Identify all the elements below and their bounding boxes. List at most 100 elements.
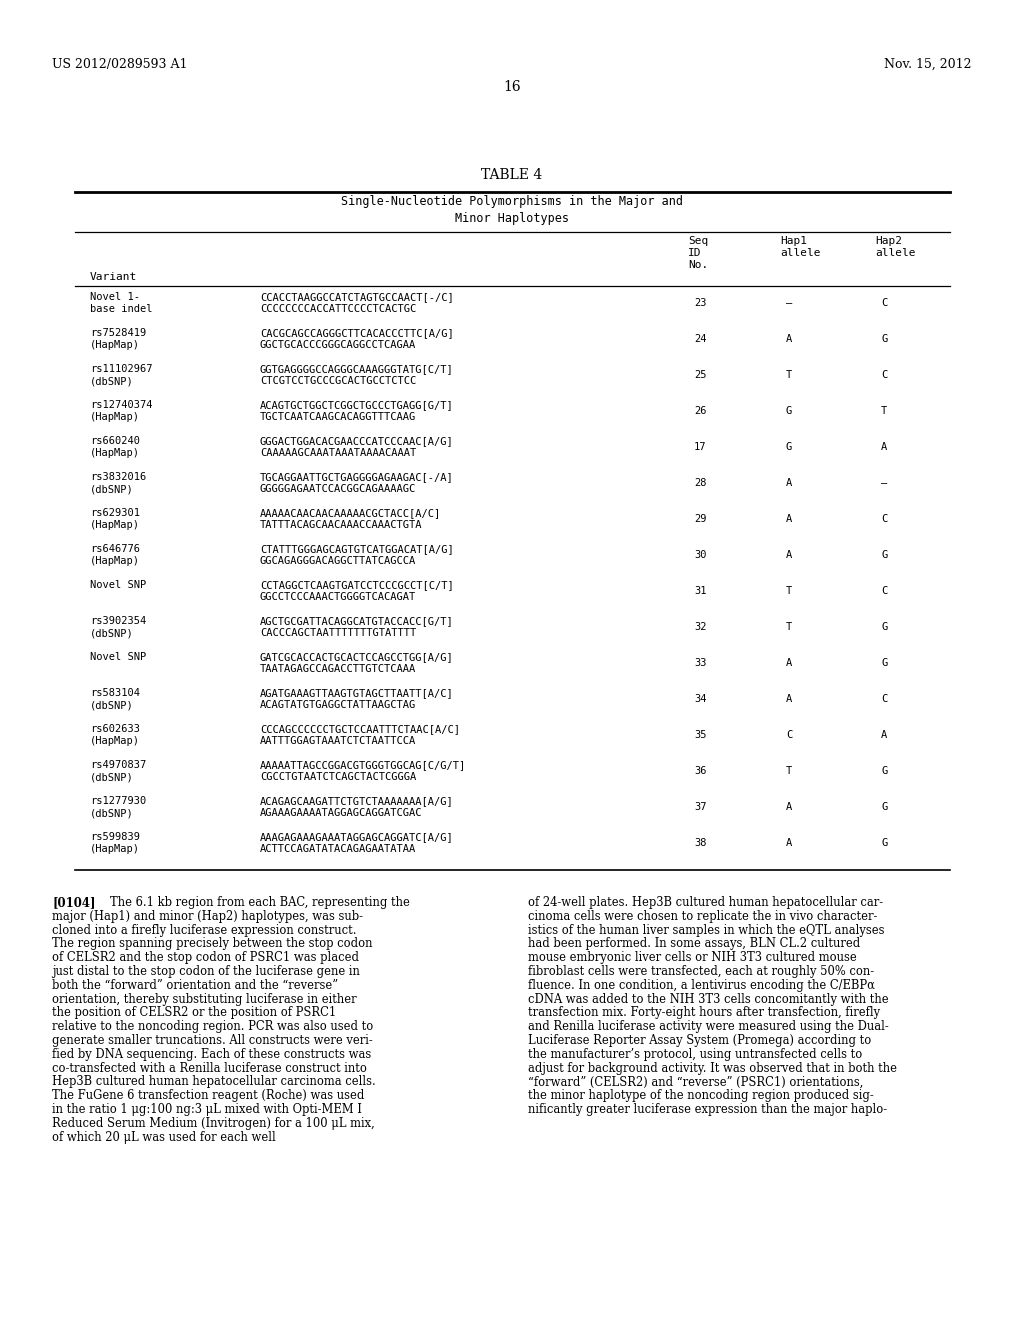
Text: in the ratio 1 μg:100 ng:3 μL mixed with Opti-MEM I: in the ratio 1 μg:100 ng:3 μL mixed with… (52, 1104, 361, 1115)
Text: (HapMap): (HapMap) (90, 737, 140, 746)
Text: Hap1: Hap1 (780, 236, 807, 246)
Text: rs629301: rs629301 (90, 508, 140, 517)
Text: AGCTGCGATTACAGGCATGTACCACC[G/T]: AGCTGCGATTACAGGCATGTACCACC[G/T] (260, 616, 454, 626)
Text: AAAGAGAAAGAAATAGGAGCAGGATC[A/G]: AAAGAGAAAGAAATAGGAGCAGGATC[A/G] (260, 832, 454, 842)
Text: The region spanning precisely between the stop codon: The region spanning precisely between th… (52, 937, 373, 950)
Text: 36: 36 (694, 766, 707, 776)
Text: “forward” (CELSR2) and “reverse” (PSRC1) orientations,: “forward” (CELSR2) and “reverse” (PSRC1)… (528, 1076, 863, 1089)
Text: A: A (786, 694, 793, 704)
Text: G: G (786, 442, 793, 451)
Text: (HapMap): (HapMap) (90, 341, 140, 350)
Text: rs7528419: rs7528419 (90, 327, 146, 338)
Text: (HapMap): (HapMap) (90, 520, 140, 531)
Text: The 6.1 kb region from each BAC, representing the: The 6.1 kb region from each BAC, represe… (110, 896, 410, 909)
Text: 32: 32 (694, 622, 707, 632)
Text: rs4970837: rs4970837 (90, 760, 146, 770)
Text: GGCCTCCCAAACTGGGGTCACAGAT: GGCCTCCCAAACTGGGGTCACAGAT (260, 591, 416, 602)
Text: cDNA was added to the NIH 3T3 cells concomitantly with the: cDNA was added to the NIH 3T3 cells conc… (528, 993, 889, 1006)
Text: Hap2: Hap2 (874, 236, 902, 246)
Text: A: A (881, 730, 887, 741)
Text: TGCAGGAATTGCTGAGGGGAGAAGAC[-/A]: TGCAGGAATTGCTGAGGGGAGAAGAC[-/A] (260, 473, 454, 482)
Text: major (Hap1) and minor (Hap2) haplotypes, was sub-: major (Hap1) and minor (Hap2) haplotypes… (52, 909, 362, 923)
Text: A: A (786, 513, 793, 524)
Text: CTCGTCCTGCCCGCACTGCCTCTCC: CTCGTCCTGCCCGCACTGCCTCTCC (260, 376, 416, 385)
Text: rs3832016: rs3832016 (90, 473, 146, 482)
Text: rs602633: rs602633 (90, 723, 140, 734)
Text: Novel 1-: Novel 1- (90, 292, 140, 302)
Text: transfection mix. Forty-eight hours after transfection, firefly: transfection mix. Forty-eight hours afte… (528, 1006, 880, 1019)
Text: A: A (786, 478, 793, 488)
Text: of which 20 μL was used for each well: of which 20 μL was used for each well (52, 1131, 275, 1143)
Text: just distal to the stop codon of the luciferase gene in: just distal to the stop codon of the luc… (52, 965, 359, 978)
Text: 31: 31 (694, 586, 707, 597)
Text: rs11102967: rs11102967 (90, 364, 153, 374)
Text: GATCGCACCACTGCACTCCAGCCTGG[A/G]: GATCGCACCACTGCACTCCAGCCTGG[A/G] (260, 652, 454, 663)
Text: 23: 23 (694, 298, 707, 308)
Text: fluence. In one condition, a lentivirus encoding the C/EBPα: fluence. In one condition, a lentivirus … (528, 979, 874, 991)
Text: G: G (786, 407, 793, 416)
Text: (dbSNP): (dbSNP) (90, 376, 134, 385)
Text: Luciferase Reporter Assay System (Promega) according to: Luciferase Reporter Assay System (Promeg… (528, 1034, 871, 1047)
Text: istics of the human liver samples in which the eQTL analyses: istics of the human liver samples in whi… (528, 924, 885, 937)
Text: Single-Nucleotide Polymorphisms in the Major and: Single-Nucleotide Polymorphisms in the M… (341, 195, 683, 209)
Text: ACAGTGCTGGCTCGGCTGCCCTGAGG[G/T]: ACAGTGCTGGCTCGGCTGCCCTGAGG[G/T] (260, 400, 454, 411)
Text: G: G (881, 838, 887, 847)
Text: C: C (881, 694, 887, 704)
Text: Seq: Seq (688, 236, 709, 246)
Text: nificantly greater luciferase expression than the major haplo-: nificantly greater luciferase expression… (528, 1104, 887, 1115)
Text: CTATTTGGGAGCAGTGTCATGGACAT[A/G]: CTATTTGGGAGCAGTGTCATGGACAT[A/G] (260, 544, 454, 554)
Text: A: A (881, 442, 887, 451)
Text: the position of CELSR2 or the position of PSRC1: the position of CELSR2 or the position o… (52, 1006, 336, 1019)
Text: 16: 16 (503, 81, 521, 94)
Text: T: T (786, 586, 793, 597)
Text: orientation, thereby substituting luciferase in either: orientation, thereby substituting lucife… (52, 993, 356, 1006)
Text: the minor haplotype of the noncoding region produced sig-: the minor haplotype of the noncoding reg… (528, 1089, 873, 1102)
Text: TGCTCAATCAAGCACAGGTTTCAAG: TGCTCAATCAAGCACAGGTTTCAAG (260, 412, 416, 422)
Text: relative to the noncoding region. PCR was also used to: relative to the noncoding region. PCR wa… (52, 1020, 374, 1034)
Text: (HapMap): (HapMap) (90, 556, 140, 566)
Text: —: — (786, 298, 793, 308)
Text: C: C (786, 730, 793, 741)
Text: The FuGene 6 transfection reagent (Roche) was used: The FuGene 6 transfection reagent (Roche… (52, 1089, 365, 1102)
Text: base indel: base indel (90, 304, 153, 314)
Text: cinoma cells were chosen to replicate the in vivo character-: cinoma cells were chosen to replicate th… (528, 909, 878, 923)
Text: 34: 34 (694, 694, 707, 704)
Text: of CELSR2 and the stop codon of PSRC1 was placed: of CELSR2 and the stop codon of PSRC1 wa… (52, 952, 359, 964)
Text: CCCCCCCCACCATTCCCCTCACTGC: CCCCCCCCACCATTCCCCTCACTGC (260, 304, 416, 314)
Text: GGTGAGGGGCCAGGGCAAAGGGTATG[C/T]: GGTGAGGGGCCAGGGCAAAGGGTATG[C/T] (260, 364, 454, 374)
Text: G: G (881, 334, 887, 345)
Text: (dbSNP): (dbSNP) (90, 808, 134, 818)
Text: ACTTCCAGATATACAGAGAATATAA: ACTTCCAGATATACAGAGAATATAA (260, 843, 416, 854)
Text: Hep3B cultured human hepatocellular carcinoma cells.: Hep3B cultured human hepatocellular carc… (52, 1076, 376, 1089)
Text: CACCCAGCTAATTTTTTTGTATTTT: CACCCAGCTAATTTTTTTGTATTTT (260, 628, 416, 638)
Text: 37: 37 (694, 803, 707, 812)
Text: AATTTGGAGTAAATCTCTAATTCCA: AATTTGGAGTAAATCTCTAATTCCA (260, 737, 416, 746)
Text: CCTAGGCTCAAGTGATCCTCCCGCCT[C/T]: CCTAGGCTCAAGTGATCCTCCCGCCT[C/T] (260, 579, 454, 590)
Text: mouse embryonic liver cells or NIH 3T3 cultured mouse: mouse embryonic liver cells or NIH 3T3 c… (528, 952, 857, 964)
Text: C: C (881, 586, 887, 597)
Text: A: A (786, 657, 793, 668)
Text: G: G (881, 803, 887, 812)
Text: of 24-well plates. Hep3B cultured human hepatocellular car-: of 24-well plates. Hep3B cultured human … (528, 896, 883, 909)
Text: 24: 24 (694, 334, 707, 345)
Text: (HapMap): (HapMap) (90, 412, 140, 422)
Text: ACAGTATGTGAGGCTATTAAGCTAG: ACAGTATGTGAGGCTATTAAGCTAG (260, 700, 416, 710)
Text: CCCAGCCCCCCTGCTCCAATTTCTAAC[A/C]: CCCAGCCCCCCTGCTCCAATTTCTAAC[A/C] (260, 723, 460, 734)
Text: [0104]: [0104] (52, 896, 95, 909)
Text: G: G (881, 766, 887, 776)
Text: AGATGAAAGTTAAGTGTAGCTTAATT[A/C]: AGATGAAAGTTAAGTGTAGCTTAATT[A/C] (260, 688, 454, 698)
Text: and Renilla luciferase activity were measured using the Dual-: and Renilla luciferase activity were mea… (528, 1020, 889, 1034)
Text: CACGCAGCCAGGGCTTCACACCCTTC[A/G]: CACGCAGCCAGGGCTTCACACCCTTC[A/G] (260, 327, 454, 338)
Text: 26: 26 (694, 407, 707, 416)
Text: rs3902354: rs3902354 (90, 616, 146, 626)
Text: both the “forward” orientation and the “reverse”: both the “forward” orientation and the “… (52, 979, 338, 991)
Text: (dbSNP): (dbSNP) (90, 484, 134, 494)
Text: 33: 33 (694, 657, 707, 668)
Text: (dbSNP): (dbSNP) (90, 628, 134, 638)
Text: T: T (786, 622, 793, 632)
Text: US 2012/0289593 A1: US 2012/0289593 A1 (52, 58, 187, 71)
Text: GGCTGCACCCGGGCAGGCCTCAGAA: GGCTGCACCCGGGCAGGCCTCAGAA (260, 341, 416, 350)
Text: Novel SNP: Novel SNP (90, 652, 146, 663)
Text: (HapMap): (HapMap) (90, 447, 140, 458)
Text: fied by DNA sequencing. Each of these constructs was: fied by DNA sequencing. Each of these co… (52, 1048, 372, 1061)
